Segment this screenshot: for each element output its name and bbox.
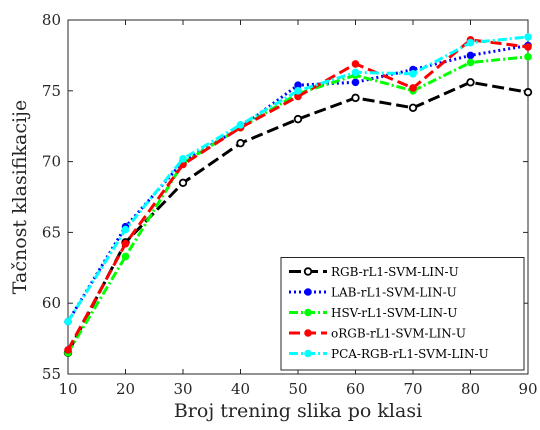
legend-marker [304, 308, 312, 317]
legend-label: HSV-rL1-SVM-LIN-U [331, 306, 457, 320]
data-point [179, 154, 187, 163]
data-point [524, 33, 532, 41]
data-point [64, 317, 72, 326]
y-tick-label: 70 [42, 153, 61, 171]
data-point [409, 84, 417, 92]
x-tick-label: 60 [346, 380, 365, 398]
data-point [236, 120, 245, 129]
x-tick-label: 10 [58, 380, 77, 398]
data-point [178, 178, 188, 188]
legend-label: RGB-rL1-SVM-LIN-U [331, 265, 459, 279]
series-line [66, 80, 529, 354]
series-pca-rgb-rl1-svm-lin-u [64, 33, 532, 326]
legend-marker [304, 329, 312, 337]
legend-marker [304, 349, 312, 358]
series-layer [63, 33, 533, 357]
data-point [64, 346, 72, 354]
data-point [523, 88, 533, 97]
data-point [466, 38, 475, 47]
data-point [466, 78, 475, 87]
x-tick-label: 50 [288, 380, 307, 398]
y-tick-label: 80 [42, 11, 61, 29]
y-axis-title: Tačnost klasifikacije [9, 100, 31, 294]
legend-label: PCA-RGB-rL1-SVM-LIN-U [331, 347, 489, 361]
data-point [351, 93, 360, 103]
data-point [351, 68, 360, 77]
legend-marker [304, 288, 312, 296]
legend-label: oRGB-rL1-SVM-LIN-U [331, 327, 466, 341]
x-axis-title: Broj trening slika po klasi [174, 400, 422, 422]
x-tick-label: 90 [518, 380, 537, 398]
data-point [351, 60, 360, 68]
data-point [466, 58, 475, 67]
data-point [351, 78, 360, 87]
series-line [66, 55, 529, 354]
data-point [293, 114, 303, 124]
x-tick-label: 70 [403, 380, 422, 398]
data-point [409, 70, 417, 78]
legend-label: LAB-rL1-SVM-LIN-U [331, 286, 457, 300]
data-point [294, 87, 302, 95]
y-tick-label: 60 [42, 294, 61, 312]
x-tick-label: 30 [173, 380, 192, 398]
series-line [66, 35, 529, 323]
x-tick-label: 40 [231, 380, 250, 398]
data-point [524, 43, 532, 51]
data-point [524, 53, 532, 61]
x-tick-label: 20 [116, 380, 135, 398]
legend-marker [303, 267, 313, 276]
legend-box [280, 257, 525, 371]
data-point [466, 51, 475, 60]
legend: RGB-rL1-SVM-LIN-U LAB-rL1-SVM-LIN-U HSV-rL… [280, 257, 525, 371]
data-point [121, 239, 130, 248]
data-point [121, 252, 130, 261]
data-point [236, 138, 245, 148]
y-tick-label: 65 [42, 223, 61, 241]
x-tick-label: 80 [461, 380, 480, 398]
data-point [121, 225, 130, 234]
axis-ticks: 10 20 30 40 50 60 70 80 90 55 60 65 70 75 80 [42, 11, 538, 398]
data-point [408, 103, 418, 112]
y-tick-label: 55 [42, 365, 61, 383]
y-tick-label: 75 [42, 82, 61, 100]
